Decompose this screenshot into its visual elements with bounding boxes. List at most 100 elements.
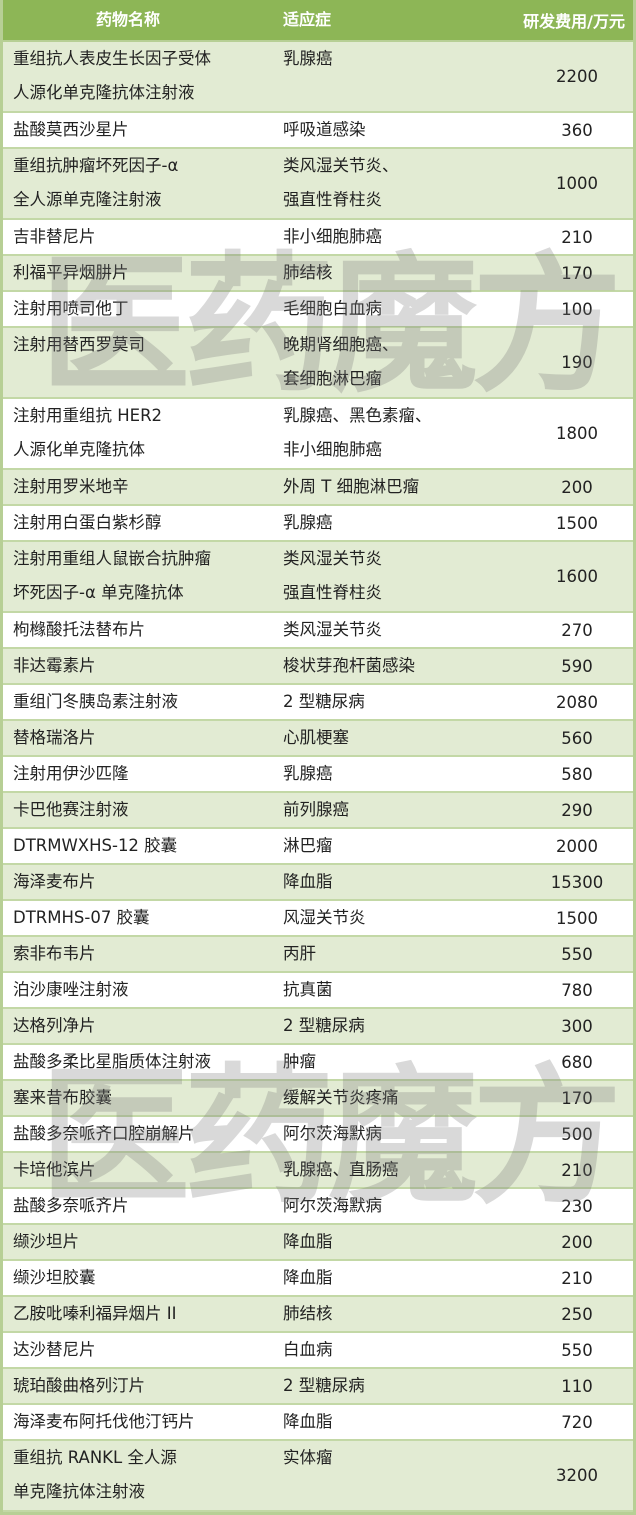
indication-cell: 肿瘤 xyxy=(283,1052,316,1071)
rd-cost-cell: 250 xyxy=(561,1304,593,1324)
table-row: 重组门冬胰岛素注射液 2 型糖尿病 2080 xyxy=(3,685,633,721)
rd-cost-cell: 1000 xyxy=(556,174,598,193)
table-row: 盐酸莫西沙星片 呼吸道感染 360 xyxy=(3,113,633,149)
table-body: 重组抗人表皮生长因子受体 人源化单克隆抗体注射液 乳腺癌 2200 盐酸莫西沙星片 呼吸… xyxy=(3,42,633,1512)
indication-cell: 心肌梗塞 xyxy=(283,728,349,747)
indication-cell: 类风湿关节炎 xyxy=(283,620,382,639)
drug-name-cell: 注射用喷司他丁 xyxy=(13,299,129,318)
drug-name-cell: 注射用伊沙匹隆 xyxy=(13,764,129,783)
indication-cell: 梭状芽孢杆菌感染 xyxy=(283,656,415,675)
indication-cell: 淋巴瘤 xyxy=(283,836,333,855)
table-row: 盐酸多柔比星脂质体注射液 肿瘤 680 xyxy=(3,1045,633,1081)
table-row: 达沙替尼片 白血病 550 xyxy=(3,1333,633,1369)
drug-name-cell: 吉非替尼片 xyxy=(13,227,96,246)
drug-name-cell: 海泽麦布阿托伐他汀钙片 xyxy=(13,1412,195,1431)
indication-cell: 阿尔茨海默病 xyxy=(283,1124,382,1143)
table-row: 注射用替西罗莫司 晚期肾细胞癌、 套细胞淋巴瘤 190 xyxy=(3,328,633,399)
drug-name-cell: DTRMHS-07 胶囊 xyxy=(13,908,150,927)
drug-name-cell: 注射用白蛋白紫杉醇 xyxy=(13,513,162,532)
table-row: DTRMWXHS-12 胶囊 淋巴瘤 2000 xyxy=(3,829,633,865)
rd-cost-cell: 200 xyxy=(561,477,593,497)
drug-name-cell: 索非布韦片 xyxy=(13,944,96,963)
header-drug-name: 药物名称 xyxy=(95,10,160,29)
drug-name-cell: 缬沙坦胶囊 xyxy=(13,1268,96,1287)
table-row: 利福平异烟肼片 肺结核 170 xyxy=(3,256,633,292)
rd-cost-cell: 210 xyxy=(561,1160,593,1180)
drug-name-cell: 枸橼酸托法替布片 xyxy=(13,620,145,639)
indication-cell: 乳腺癌 xyxy=(283,49,333,68)
indication-cell: 阿尔茨海默病 xyxy=(283,1196,382,1215)
rd-cost-cell: 1800 xyxy=(556,424,598,443)
table-row: 琥珀酸曲格列汀片 2 型糖尿病 110 xyxy=(3,1369,633,1405)
rd-cost-cell: 190 xyxy=(561,353,593,372)
rd-cost-cell: 360 xyxy=(561,120,593,140)
indication-cell: 降血脂 xyxy=(283,1412,333,1431)
indication-cell: 前列腺癌 xyxy=(283,800,349,819)
drug-name-cell: 替格瑞洛片 xyxy=(13,728,96,747)
indication-cell: 乳腺癌、直肠癌 xyxy=(283,1160,399,1179)
rd-cost-cell: 200 xyxy=(561,1232,593,1252)
table-row: 注射用重组人鼠嵌合抗肿瘤 坏死因子-α 单克隆抗体 类风湿关节炎 强直性脊柱炎 16… xyxy=(3,542,633,613)
table-row: 枸橼酸托法替布片 类风湿关节炎 270 xyxy=(3,613,633,649)
table-row: 非达霉素片 梭状芽孢杆菌感染 590 xyxy=(3,649,633,685)
table-row: 卡培他滨片 乳腺癌、直肠癌 210 xyxy=(3,1153,633,1189)
table-row: 注射用喷司他丁 毛细胞白血病 100 xyxy=(3,292,633,328)
indication-cell: 风湿关节炎 xyxy=(283,908,366,927)
drug-name-cell: 重组抗 RANKL 全人源 单克隆抗体注射液 xyxy=(13,1448,177,1501)
drug-name-cell: 乙胺吡嗪利福异烟片 II xyxy=(13,1304,177,1323)
indication-cell: 肺结核 xyxy=(283,1304,333,1323)
rd-cost-cell: 580 xyxy=(561,764,593,784)
drug-name-cell: 注射用替西罗莫司 xyxy=(13,335,145,354)
drug-name-cell: 盐酸多奈哌齐口腔崩解片 xyxy=(13,1124,195,1143)
indication-cell: 缓解关节炎疼痛 xyxy=(283,1088,399,1107)
indication-cell: 毛细胞白血病 xyxy=(283,299,382,318)
indication-cell: 降血脂 xyxy=(283,1232,333,1251)
drug-name-cell: 海泽麦布片 xyxy=(13,872,96,891)
table-row: 注射用白蛋白紫杉醇 乳腺癌 1500 xyxy=(3,506,633,542)
rd-cost-cell: 550 xyxy=(561,944,593,964)
table-row: 塞来昔布胶囊 缓解关节炎疼痛 170 xyxy=(3,1081,633,1117)
drug-name-cell: 琥珀酸曲格列汀片 xyxy=(13,1376,145,1395)
indication-cell: 类风湿关节炎 强直性脊柱炎 xyxy=(283,549,382,602)
table-row: 泊沙康唑注射液 抗真菌 780 xyxy=(3,973,633,1009)
indication-cell: 抗真菌 xyxy=(283,980,333,999)
rd-cost-cell: 590 xyxy=(561,656,593,676)
table-row: 注射用罗米地辛 外周 T 细胞淋巴瘤 200 xyxy=(3,470,633,506)
rd-cost-cell: 560 xyxy=(561,728,593,748)
drug-name-cell: 重组抗人表皮生长因子受体 人源化单克隆抗体注射液 xyxy=(13,49,211,102)
rd-cost-cell: 210 xyxy=(561,227,593,247)
rd-cost-cell: 110 xyxy=(561,1376,593,1396)
rd-cost-cell: 290 xyxy=(561,800,593,820)
rd-cost-cell: 2200 xyxy=(556,67,598,86)
drug-name-cell: 达格列净片 xyxy=(13,1016,96,1035)
drug-name-cell: 盐酸莫西沙星片 xyxy=(13,120,129,139)
drug-name-cell: 重组门冬胰岛素注射液 xyxy=(13,692,178,711)
table-row: 盐酸多奈哌齐口腔崩解片 阿尔茨海默病 500 xyxy=(3,1117,633,1153)
rd-cost-cell: 210 xyxy=(561,1268,593,1288)
table-row: 盐酸多奈哌齐片 阿尔茨海默病 230 xyxy=(3,1189,633,1225)
drug-name-cell: 卡巴他赛注射液 xyxy=(13,800,129,819)
indication-cell: 降血脂 xyxy=(283,1268,333,1287)
drug-name-cell: 达沙替尼片 xyxy=(13,1340,96,1359)
indication-cell: 乳腺癌 xyxy=(283,764,333,783)
rd-cost-cell: 550 xyxy=(561,1340,593,1360)
table-row: 索非布韦片 丙肝 550 xyxy=(3,937,633,973)
indication-cell: 肺结核 xyxy=(283,263,333,282)
rd-cost-cell: 1500 xyxy=(556,908,598,928)
table-row: 重组抗人表皮生长因子受体 人源化单克隆抗体注射液 乳腺癌 2200 xyxy=(3,42,633,113)
indication-cell: 乳腺癌、黑色素瘤、 非小细胞肺癌 xyxy=(283,406,432,459)
rd-cost-cell: 170 xyxy=(561,1088,593,1108)
table-row: 替格瑞洛片 心肌梗塞 560 xyxy=(3,721,633,757)
drug-name-cell: 注射用罗米地辛 xyxy=(13,477,129,496)
rd-cost-cell: 1600 xyxy=(556,567,598,586)
indication-cell: 类风湿关节炎、 强直性脊柱炎 xyxy=(283,156,399,209)
indication-cell: 实体瘤 xyxy=(283,1448,333,1467)
rd-cost-cell: 3200 xyxy=(556,1466,598,1485)
drug-name-cell: 注射用重组人鼠嵌合抗肿瘤 坏死因子-α 单克隆抗体 xyxy=(13,549,211,602)
table-row: 海泽麦布片 降血脂 15300 xyxy=(3,865,633,901)
drug-name-cell: 重组抗肿瘤坏死因子-α 全人源单克隆注射液 xyxy=(13,156,179,209)
table-row: 注射用重组抗 HER2 人源化单克隆抗体 乳腺癌、黑色素瘤、 非小细胞肺癌 1800 xyxy=(3,399,633,470)
rd-cost-cell: 2000 xyxy=(556,836,598,856)
drug-name-cell: 泊沙康唑注射液 xyxy=(13,980,129,999)
